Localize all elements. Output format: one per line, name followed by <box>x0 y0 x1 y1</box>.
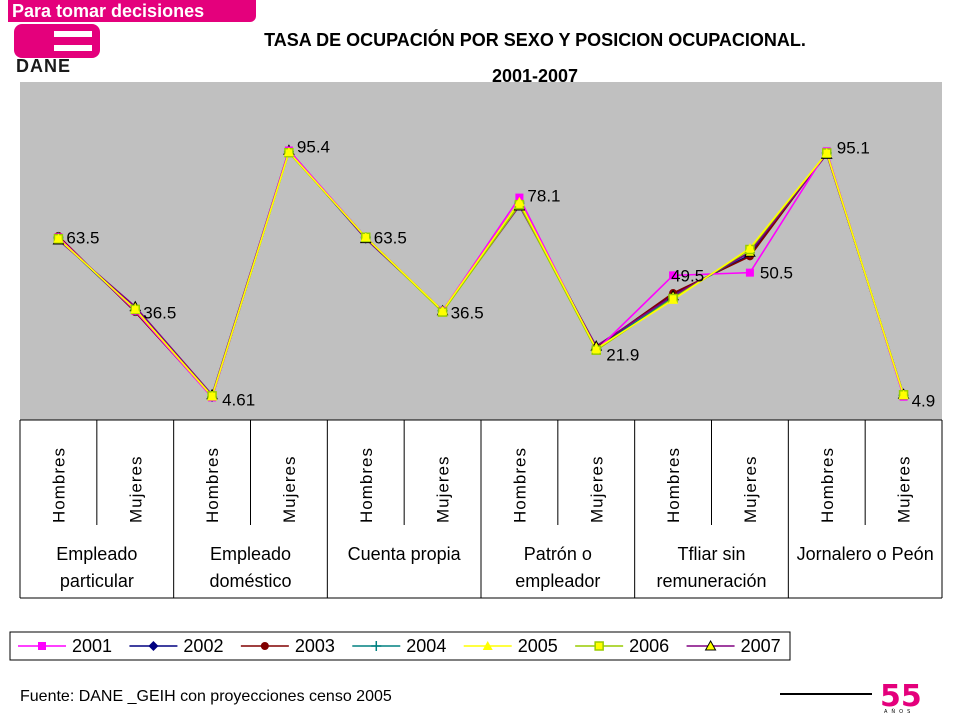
category-label: Mujeres <box>434 456 453 523</box>
svg-text:AÑOS: AÑOS <box>884 708 914 714</box>
data-label: 95.4 <box>297 138 330 157</box>
legend-marker <box>704 639 717 651</box>
legend-label: 2004 <box>406 636 446 656</box>
category-label: Mujeres <box>895 456 914 523</box>
marker-2005 <box>668 294 679 304</box>
legend-label: 2001 <box>72 636 112 656</box>
data-label: 78.1 <box>527 187 560 206</box>
data-label: 36.5 <box>143 304 176 323</box>
group-label: Tfliar sin <box>677 544 745 564</box>
series-line-2005 <box>57 150 905 398</box>
data-label: 4.61 <box>222 390 255 409</box>
legend-marker <box>38 642 46 650</box>
data-label: 21.9 <box>606 345 639 364</box>
group-label: Empleado <box>210 544 291 564</box>
data-label: 50.5 <box>760 264 793 283</box>
legend-label: 2002 <box>183 636 223 656</box>
group-label: Patrón o <box>524 544 592 564</box>
chart-title: TASA DE OCUPACIÓN POR SEXO Y POSICION OC… <box>264 30 806 50</box>
legend-label: 2006 <box>629 636 669 656</box>
anniversary-logo: 55 AÑOS <box>780 684 922 714</box>
legend-marker <box>148 641 159 651</box>
marker-2001 <box>669 271 678 280</box>
marker-2005 <box>514 196 525 206</box>
legend-label: 2007 <box>741 636 781 656</box>
legend-label: 2005 <box>518 636 558 656</box>
data-label: 63.5 <box>66 228 99 247</box>
data-label: 63.5 <box>374 228 407 247</box>
group-label: particular <box>60 571 134 591</box>
source-note: Fuente: DANE _GEIH con proyecciones cens… <box>20 688 392 705</box>
category-label: Hombres <box>357 447 376 523</box>
marker-2005 <box>591 343 602 353</box>
category-label: Mujeres <box>587 456 606 523</box>
marker-2005 <box>437 305 448 315</box>
marker-2005 <box>898 390 909 400</box>
category-label: Hombres <box>49 447 68 523</box>
data-label: 36.5 <box>451 304 484 323</box>
group-label: empleador <box>515 571 600 591</box>
group-label: Empleado <box>56 544 137 564</box>
marker-2005 <box>130 304 141 314</box>
legend-marker <box>482 641 493 650</box>
legend-label: 2003 <box>295 636 335 656</box>
data-label: 4.9 <box>912 392 936 411</box>
legend-marker <box>260 642 269 650</box>
logo-banner: Para tomar decisiones <box>8 0 256 22</box>
legend-marker <box>371 641 382 651</box>
marker-2005 <box>744 243 755 253</box>
group-label: Jornalero o Peón <box>797 544 934 564</box>
marker-2005 <box>283 147 294 157</box>
dane-logo: Para tomar decisiones DANE <box>8 0 256 80</box>
svg-text:55: 55 <box>880 684 922 714</box>
category-label: Mujeres <box>741 456 760 523</box>
plot-area <box>20 82 942 420</box>
group-label: Cuenta propia <box>348 544 462 564</box>
marker-2005 <box>53 233 64 243</box>
category-label: Hombres <box>510 447 529 523</box>
dane-e-mark-icon <box>14 24 100 58</box>
logo-name: DANE <box>16 56 72 76</box>
group-label: doméstico <box>209 571 291 591</box>
group-label: remuneración <box>656 571 766 591</box>
data-label: 95.1 <box>837 138 870 157</box>
category-label: Hombres <box>664 447 683 523</box>
line-chart: Hombres Mujeres Hombres Mujeres Hombres Mujer… <box>9 82 943 661</box>
category-label: Mujeres <box>280 456 299 523</box>
legend-marker <box>594 641 604 651</box>
marker-2005 <box>821 147 832 157</box>
logo-tagline: Para tomar decisiones <box>12 1 205 21</box>
category-label: Hombres <box>818 447 837 523</box>
data-label: 49.5 <box>671 266 704 285</box>
category-label: Mujeres <box>126 456 145 523</box>
category-label: Hombres <box>203 447 222 523</box>
marker-2005 <box>360 232 371 242</box>
marker-2001 <box>745 268 754 277</box>
marker-2005 <box>207 391 218 401</box>
chart-subtitle: 2001-2007 <box>491 66 579 86</box>
